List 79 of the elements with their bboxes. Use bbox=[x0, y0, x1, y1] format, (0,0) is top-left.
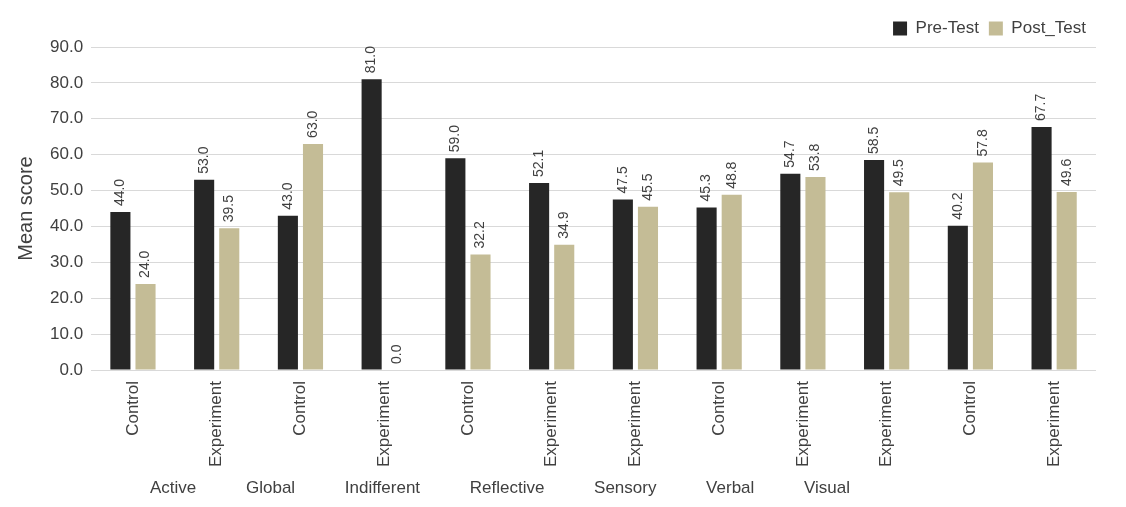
text: Indifferent bbox=[344, 478, 421, 498]
y-tick-label: 60.0 bbox=[49, 144, 84, 164]
bar bbox=[864, 160, 885, 370]
bar bbox=[277, 215, 298, 370]
bar bbox=[361, 79, 382, 370]
bar bbox=[696, 207, 717, 370]
y-tick-label: 50.0 bbox=[49, 180, 84, 200]
bar bbox=[780, 173, 801, 370]
data-label: 49.6 bbox=[1057, 158, 1074, 186]
bar bbox=[805, 176, 826, 370]
y-tick-label: 90.0 bbox=[49, 36, 84, 56]
data-label: 49.5 bbox=[890, 158, 907, 187]
text: Active bbox=[150, 478, 197, 498]
data-label: 59.0 bbox=[446, 124, 463, 153]
bar bbox=[445, 158, 466, 370]
text: Sensory bbox=[594, 478, 657, 498]
data-label: 43.0 bbox=[278, 182, 295, 210]
x-tick-label: Experiment bbox=[625, 380, 645, 467]
bar bbox=[302, 143, 324, 370]
bar bbox=[219, 228, 240, 370]
bar bbox=[612, 199, 633, 370]
x-tick-label: Experiment bbox=[792, 380, 812, 467]
y-axis-title: Mean score bbox=[13, 156, 36, 261]
bar bbox=[470, 254, 491, 370]
data-label: 52.1 bbox=[529, 149, 546, 178]
data-label: 53.8 bbox=[806, 143, 823, 171]
x-tick-label: Control bbox=[457, 381, 477, 436]
data-label: 44.0 bbox=[111, 178, 128, 207]
bar bbox=[889, 192, 910, 370]
data-label: 48.8 bbox=[722, 161, 739, 189]
y-tick-label: 70.0 bbox=[49, 108, 84, 128]
bar bbox=[110, 212, 131, 370]
data-label: 47.5 bbox=[613, 166, 630, 194]
data-label: 32.2 bbox=[471, 220, 488, 249]
y-tick-label: 80.0 bbox=[49, 72, 84, 92]
x-tick-label: Control bbox=[122, 381, 142, 436]
bar bbox=[947, 225, 968, 370]
bar bbox=[1031, 127, 1052, 370]
data-label: 81.0 bbox=[362, 45, 379, 74]
bar bbox=[637, 206, 659, 370]
text: Reflective bbox=[469, 478, 545, 498]
x-tick-label: Control bbox=[960, 381, 980, 436]
x-tick-label: Experiment bbox=[206, 380, 226, 467]
data-label: 57.8 bbox=[973, 129, 990, 157]
data-label: 24.0 bbox=[136, 250, 153, 278]
data-label: 54.7 bbox=[781, 140, 798, 168]
legend-label: Post_Test bbox=[1011, 18, 1087, 38]
x-tick-label: Experiment bbox=[876, 380, 896, 467]
data-label: 63.0 bbox=[303, 110, 320, 138]
data-label: 0.0 bbox=[387, 344, 404, 365]
bar bbox=[529, 183, 550, 370]
data-label: 39.5 bbox=[220, 194, 237, 223]
x-tick-label: Experiment bbox=[373, 380, 393, 467]
text: Verbal bbox=[706, 478, 755, 498]
y-tick-label: 30.0 bbox=[49, 252, 84, 272]
data-label: 45.3 bbox=[697, 173, 714, 202]
data-label: 34.9 bbox=[555, 211, 572, 239]
y-tick-label: 0.0 bbox=[59, 359, 84, 379]
data-label: 58.5 bbox=[864, 126, 881, 155]
data-label: 45.5 bbox=[638, 173, 655, 201]
data-label: 40.2 bbox=[948, 192, 965, 220]
bar bbox=[721, 194, 742, 370]
data-label: 53.0 bbox=[195, 146, 211, 174]
x-tick-label: Experiment bbox=[1043, 380, 1063, 467]
bar bbox=[554, 244, 575, 370]
y-tick-label: 20.0 bbox=[49, 287, 84, 307]
bar bbox=[972, 162, 993, 370]
legend-label: Pre-Test bbox=[915, 18, 980, 38]
y-tick-label: 40.0 bbox=[49, 216, 84, 236]
x-tick-label: Control bbox=[708, 381, 728, 436]
data-label: 67.7 bbox=[1032, 93, 1049, 122]
x-tick-label: Experiment bbox=[541, 380, 561, 467]
bar bbox=[135, 283, 156, 370]
bar bbox=[194, 179, 215, 370]
bar bbox=[1056, 192, 1077, 370]
text: Visual bbox=[803, 478, 850, 498]
x-tick-label: Control bbox=[290, 381, 310, 436]
text: Global bbox=[245, 478, 296, 498]
y-tick-label: 10.0 bbox=[49, 323, 84, 343]
